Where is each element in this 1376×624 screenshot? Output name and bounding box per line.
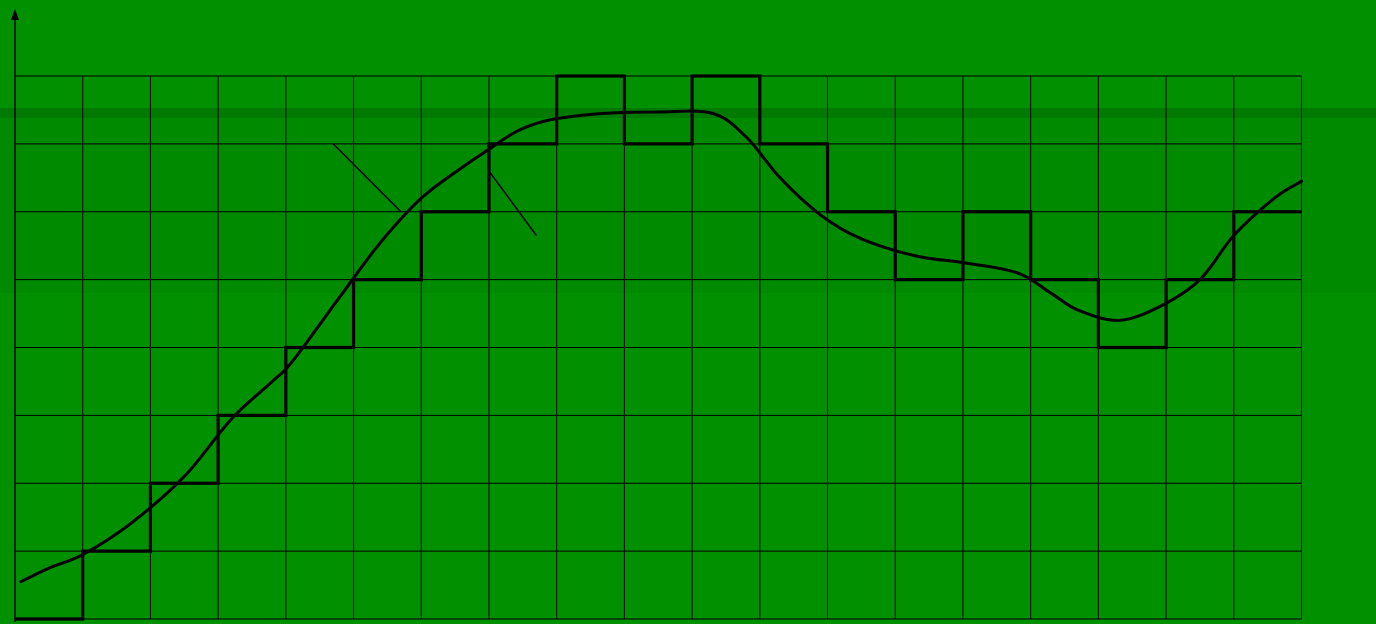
annotation-line <box>488 170 537 236</box>
header-band <box>0 0 1376 108</box>
annotation-line <box>332 143 402 213</box>
analog-series <box>19 109 1303 584</box>
band-fill <box>0 118 1376 293</box>
band-shadow <box>0 108 1376 118</box>
staircase-series <box>15 74 1302 621</box>
y-axis-arrow <box>11 9 19 20</box>
